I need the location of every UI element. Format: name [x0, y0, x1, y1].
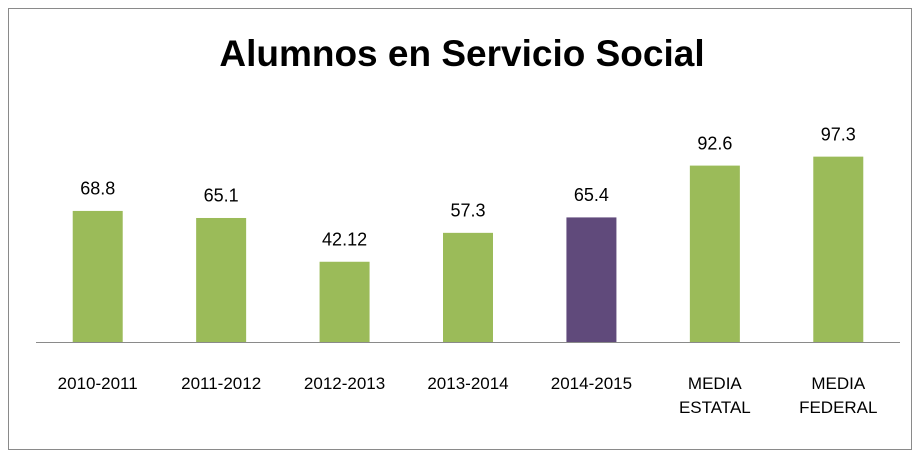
value-label: 68.8: [80, 179, 115, 199]
value-label: 57.3: [450, 201, 485, 221]
x-tick-label: 2013-2014: [427, 374, 509, 393]
x-tick-label: 2014-2015: [550, 374, 633, 393]
chart-frame: [8, 8, 912, 450]
bar: [72, 210, 123, 342]
x-tick-label: 2012-2013: [303, 374, 386, 393]
value-label: 65.4: [574, 185, 609, 205]
bar: [689, 165, 740, 342]
bar: [566, 217, 617, 342]
x-tick-label: MEDIA FEDERAL: [799, 374, 878, 417]
x-tick-label: 2011-2012: [181, 374, 262, 393]
chart-title: Alumnos en Servicio Social: [219, 33, 704, 74]
x-tick-label: MEDIA ESTATAL: [678, 374, 751, 417]
bar: [443, 232, 493, 342]
value-label: 97.3: [821, 124, 856, 144]
value-label: 65.1: [204, 186, 239, 206]
value-label: 92.6: [697, 133, 732, 153]
x-tick-label: 2010-2011: [57, 374, 138, 393]
bar: [196, 217, 247, 342]
bar: [319, 261, 370, 342]
value-label: 42.12: [322, 230, 367, 250]
bar: [813, 156, 864, 342]
